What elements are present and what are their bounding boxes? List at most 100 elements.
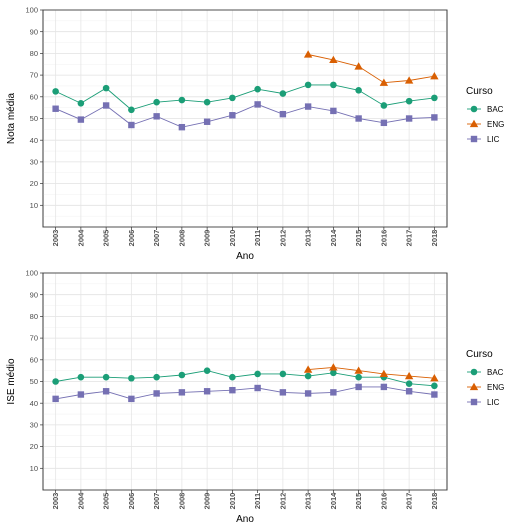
y-tick-label: 80 xyxy=(30,312,38,321)
data-point xyxy=(178,96,186,104)
data-point xyxy=(128,121,135,129)
x-tick-label: 2004 xyxy=(76,229,85,247)
data-point xyxy=(405,115,413,122)
data-point xyxy=(380,383,388,391)
data-point xyxy=(303,50,313,58)
y-tick-label: 50 xyxy=(30,377,38,386)
data-point xyxy=(229,373,236,381)
y-tick-label: 10 xyxy=(30,464,38,473)
x-tick-label: 2003 xyxy=(51,230,60,247)
x-tick-label: 2017 xyxy=(405,230,414,247)
data-point xyxy=(153,390,160,397)
data-point xyxy=(430,71,439,80)
data-point xyxy=(203,118,211,125)
y-tick-label: 90 xyxy=(30,290,38,299)
data-point xyxy=(153,113,160,120)
data-point xyxy=(405,97,413,105)
y-tick-label: 30 xyxy=(30,421,38,430)
x-tick-label: 2015 xyxy=(354,493,363,510)
y-tick-label: 30 xyxy=(30,158,38,167)
data-point xyxy=(404,371,414,380)
legend-item-eng: ENG xyxy=(487,383,504,392)
data-point xyxy=(254,85,261,93)
x-tick-label: 2007 xyxy=(152,230,161,247)
data-point xyxy=(279,90,287,97)
y-tick-label: 70 xyxy=(30,334,38,343)
data-point xyxy=(77,373,85,381)
data-point xyxy=(153,373,160,381)
x-tick-label: 2014 xyxy=(329,229,338,247)
x-tick-label: 2004 xyxy=(76,492,85,510)
data-point xyxy=(405,380,413,387)
y-tick-label: 40 xyxy=(30,136,38,145)
data-point xyxy=(77,391,85,398)
series-bac xyxy=(52,81,438,114)
legend-title: Curso xyxy=(466,86,493,97)
y-tick-label: 90 xyxy=(30,27,38,36)
data-point xyxy=(128,374,135,382)
data-point xyxy=(102,102,110,109)
y-tick-label: 10 xyxy=(30,201,38,210)
data-point xyxy=(254,384,261,392)
data-point xyxy=(77,116,85,123)
data-point xyxy=(330,369,337,377)
data-point xyxy=(304,103,312,110)
x-tick-label: 2011 xyxy=(253,493,262,509)
legend-key-marker xyxy=(470,135,478,143)
data-point xyxy=(431,114,438,121)
data-point xyxy=(254,101,261,108)
data-point xyxy=(304,81,312,89)
data-point xyxy=(229,94,236,102)
legend: Curso BAC ENG LIC xyxy=(466,349,504,407)
data-point xyxy=(178,371,186,379)
data-point xyxy=(330,107,337,115)
y-tick-label: 20 xyxy=(30,179,38,188)
series-line xyxy=(308,366,435,379)
data-point xyxy=(304,390,312,397)
data-point xyxy=(153,98,160,106)
x-tick-label: 2018 xyxy=(430,230,439,247)
data-point xyxy=(102,388,110,395)
x-tick-label: 2013 xyxy=(304,493,313,510)
series-line xyxy=(55,370,435,387)
legend-item-lic: LIC xyxy=(487,398,500,407)
x-tick-label: 2011 xyxy=(253,230,262,246)
y-axis-label: ISE médio xyxy=(6,358,17,405)
x-tick-label: 2009 xyxy=(203,230,212,247)
y-tick-label: 60 xyxy=(30,92,38,101)
data-point xyxy=(52,88,59,95)
data-point xyxy=(405,388,413,395)
series-lic xyxy=(52,383,438,403)
x-tick-label: 2008 xyxy=(177,493,186,510)
y-tick-label: 60 xyxy=(30,355,38,364)
series-line xyxy=(55,386,435,400)
data-point xyxy=(279,110,287,118)
legend-item-lic: LIC xyxy=(487,135,500,144)
y-tick-label: 100 xyxy=(25,269,38,278)
data-point xyxy=(431,391,438,398)
legend-key-marker xyxy=(470,368,478,376)
data-point xyxy=(229,386,236,394)
data-point xyxy=(330,81,337,89)
data-point xyxy=(178,389,186,396)
legend-key-marker xyxy=(470,105,478,113)
x-tick-label: 2009 xyxy=(203,493,212,510)
x-tick-label: 2013 xyxy=(304,230,313,247)
x-tick-label: 2018 xyxy=(430,493,439,510)
data-point xyxy=(329,363,338,371)
series-line xyxy=(308,54,435,84)
data-point xyxy=(203,367,211,374)
data-point xyxy=(404,76,414,84)
data-point xyxy=(102,84,110,92)
data-point xyxy=(279,370,287,378)
legend-key-marker xyxy=(469,382,479,391)
data-point xyxy=(355,373,362,381)
data-point xyxy=(380,119,388,127)
legend: Curso BAC ENG LIC xyxy=(466,86,504,144)
y-tick-label: 80 xyxy=(30,49,38,58)
data-point xyxy=(355,86,362,94)
legend-item-bac: BAC xyxy=(487,105,504,114)
x-axis-label: Ano xyxy=(236,514,254,525)
data-point xyxy=(379,78,389,86)
x-tick-label: 2012 xyxy=(278,493,287,510)
